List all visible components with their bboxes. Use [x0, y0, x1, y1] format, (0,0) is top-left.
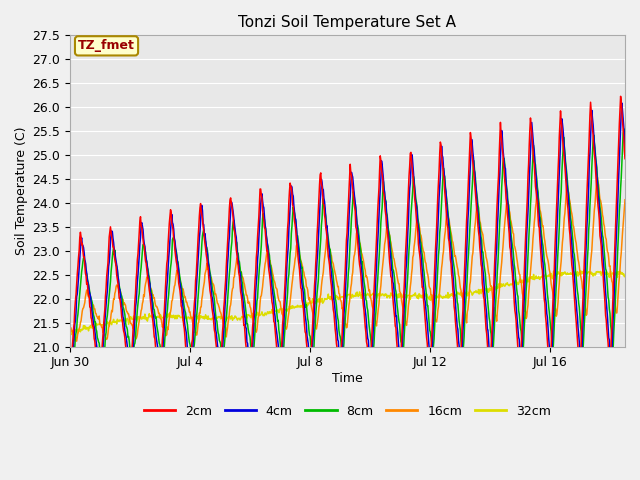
Y-axis label: Soil Temperature (C): Soil Temperature (C) [15, 127, 28, 255]
Title: Tonzi Soil Temperature Set A: Tonzi Soil Temperature Set A [238, 15, 456, 30]
Text: TZ_fmet: TZ_fmet [78, 39, 135, 52]
X-axis label: Time: Time [332, 372, 363, 385]
Legend: 2cm, 4cm, 8cm, 16cm, 32cm: 2cm, 4cm, 8cm, 16cm, 32cm [139, 400, 556, 423]
